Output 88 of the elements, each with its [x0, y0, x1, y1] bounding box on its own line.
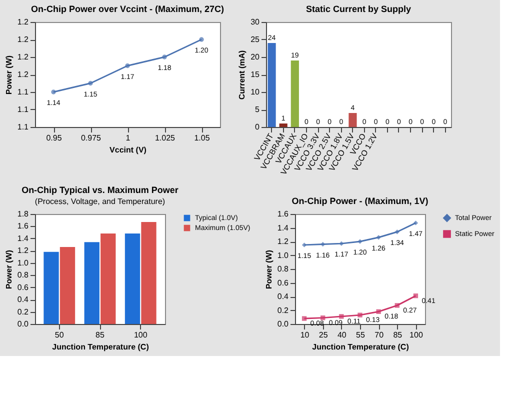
- y-tick-label: 1.6: [277, 210, 290, 218]
- x-tick-label: 50: [54, 330, 64, 340]
- x-tick-label: 1.025: [154, 134, 176, 142]
- point: [302, 316, 307, 321]
- y-tick-label: 1.2: [17, 52, 30, 62]
- point: [339, 314, 344, 319]
- y-tick-label: 1.1: [17, 88, 30, 96]
- y-tick-label: 0.8: [277, 264, 290, 274]
- y-tick-label: 1.2: [17, 70, 30, 79]
- x-tick-label: 100: [410, 330, 424, 340]
- point: [413, 220, 418, 226]
- y-tick-label: 20: [250, 52, 260, 62]
- y-tick-label: 15: [250, 70, 260, 79]
- x-tick-label: 10: [300, 330, 310, 340]
- x-tick-label: 100: [134, 330, 148, 340]
- y-tick-label: 0: [255, 122, 260, 132]
- bar: [141, 222, 156, 324]
- x-tick-label: 55: [356, 330, 366, 340]
- y-tick-label: 1.6: [17, 222, 30, 231]
- point: [376, 309, 381, 314]
- bar: [279, 124, 288, 127]
- chart-title: On-Chip Power - (Maximum, 1V): [292, 196, 428, 206]
- point: [413, 293, 418, 298]
- y-tick-label: 1.1: [17, 122, 30, 132]
- y-tick-label: 30: [250, 18, 260, 26]
- point: [162, 54, 167, 60]
- bar: [268, 43, 276, 127]
- x-tick-label: 0.975: [80, 134, 102, 142]
- y-tick-label: 1.4: [277, 223, 290, 232]
- x-tick-label: 0.95: [46, 134, 62, 142]
- y-tick-label: 1.2: [17, 18, 30, 26]
- point: [320, 242, 326, 247]
- bar: [290, 60, 299, 127]
- point: [320, 315, 326, 320]
- point: [51, 90, 56, 94]
- y-axis-title: Power (W): [4, 55, 14, 95]
- x-axis-title: Junction Temperature (C): [312, 342, 410, 352]
- y-tick-label: 1.4: [17, 234, 30, 243]
- y-tick-label: 0.0: [277, 320, 290, 328]
- point: [88, 80, 93, 86]
- bar: [124, 234, 140, 324]
- y-tick-label: 25: [250, 35, 260, 44]
- y-tick-label: 0.2: [277, 306, 290, 315]
- x-tick-label: 85: [393, 330, 403, 340]
- chart-subtitle: (Process, Voltage, and Temperature): [34, 197, 166, 206]
- bar: [100, 234, 116, 324]
- bar: [44, 252, 59, 324]
- x-axis-title: Vccint (V): [110, 146, 147, 154]
- bar: [60, 247, 76, 324]
- point: [394, 230, 400, 234]
- y-tick-label: 0.0: [17, 320, 30, 328]
- point: [358, 312, 362, 318]
- y-tick-label: 0.4: [17, 295, 30, 304]
- y-tick-label: 1.1: [17, 105, 30, 114]
- chart-title: On-Chip Power over Vccint - (Maximum, 27C): [30, 4, 224, 14]
- y-tick-label: 1.0: [17, 258, 30, 268]
- chart-title: On-Chip Typical vs. Maximum Power: [22, 185, 179, 195]
- bar: [84, 242, 100, 324]
- point: [358, 239, 362, 244]
- y-tick-label: 1.2: [277, 237, 290, 246]
- x-tick-label: 70: [374, 330, 384, 340]
- x-tick-label: 25: [318, 330, 328, 340]
- x-axis-title: Junction Temperature (C): [52, 342, 150, 352]
- y-tick-label: 1.8: [17, 210, 30, 218]
- y-tick-label: 0.6: [277, 278, 290, 288]
- bar: [348, 113, 357, 127]
- point: [394, 303, 400, 308]
- y-tick-label: 0.4: [277, 292, 290, 301]
- y-tick-label: 0.2: [17, 307, 30, 316]
- y-tick-label: 1.2: [17, 246, 30, 256]
- y-axis-title: Current (mA): [238, 50, 247, 100]
- x-tick-label: 1: [126, 134, 131, 142]
- x-tick-label: 40: [337, 330, 347, 340]
- point: [199, 37, 204, 42]
- point: [339, 241, 344, 246]
- y-tick-label: 10: [250, 88, 260, 96]
- chart-title: Static Current by Supply: [306, 4, 412, 14]
- y-tick-label: 1.2: [17, 35, 30, 44]
- y-axis-title: Power (W): [264, 250, 274, 290]
- y-tick-label: 5: [255, 105, 260, 114]
- y-tick-label: 0.6: [17, 282, 30, 292]
- x-tick-label: 85: [96, 330, 105, 340]
- y-tick-label: 1.0: [277, 250, 290, 260]
- point: [376, 235, 381, 240]
- x-tick-label: 1.05: [194, 134, 210, 142]
- point: [125, 63, 130, 68]
- y-tick-label: 0.8: [17, 270, 30, 280]
- y-axis-title: Power (W): [4, 250, 14, 290]
